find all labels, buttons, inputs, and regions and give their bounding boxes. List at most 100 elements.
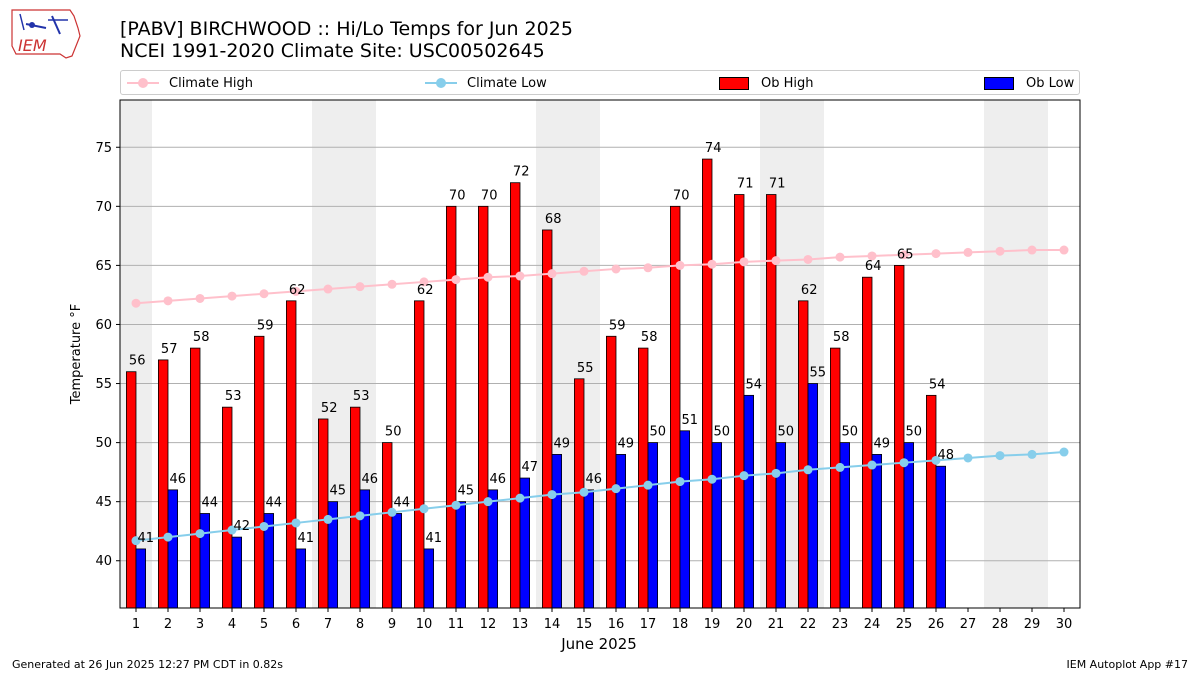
x-tick-label: 25 [896, 617, 913, 632]
climate-high-point [227, 291, 237, 301]
ob-low-bar [935, 465, 947, 609]
ob-low-bar [199, 513, 211, 609]
climate-low-point [419, 504, 429, 514]
x-tick-label: 20 [736, 617, 753, 632]
climate-high-point [131, 298, 141, 308]
climate-high-point [1059, 245, 1069, 255]
climate-low-legend-marker [421, 74, 461, 92]
ob-high-bar [734, 194, 745, 609]
ob-high-bar [349, 406, 361, 609]
climate-high-point [547, 269, 557, 279]
y-tick-label: 65 [95, 259, 112, 274]
climate-high-point [995, 246, 1005, 256]
ob-low-bar [295, 548, 307, 609]
ob-low-label: 55 [810, 366, 827, 381]
climate-high-point [835, 252, 845, 262]
legend-label-climate-high: Climate High [169, 75, 254, 91]
climate-low-point [227, 525, 237, 535]
ob-high-label: 54 [929, 377, 946, 392]
climate-high-point [867, 251, 877, 261]
ob-low-label: 46 [362, 472, 379, 487]
grid-lines [120, 146, 1080, 562]
climate-high-point [771, 256, 781, 266]
x-tick-label: 10 [416, 617, 433, 632]
ob-high-bar [798, 300, 809, 609]
ob-high-label: 62 [289, 283, 306, 298]
ob-low-label: 46 [586, 472, 603, 487]
y-tick-label: 45 [95, 495, 112, 510]
ob-high-label: 55 [577, 361, 594, 376]
climate-high-point [1027, 245, 1037, 255]
x-axis-label: June 2025 [560, 635, 637, 653]
climate-low-point [323, 514, 333, 524]
title-line-2: NCEI 1991-2020 Climate Site: USC00502645 [120, 40, 545, 62]
title-line-1: [PABV] BIRCHWOOD :: Hi/Lo Temps for Jun … [120, 18, 573, 40]
climate-low-point [355, 511, 365, 521]
ob-high-label: 58 [833, 330, 850, 345]
ob-high-label: 53 [225, 389, 242, 404]
ob-low-label: 50 [650, 425, 667, 440]
x-tick-label: 4 [228, 617, 236, 632]
ob-low-bar [871, 454, 883, 609]
y-tick-label: 55 [95, 377, 112, 392]
climate-high-point [419, 277, 429, 287]
x-tick-label: 30 [1056, 617, 1073, 632]
ob-low-label: 44 [266, 495, 283, 510]
ob-low-bar [711, 442, 723, 609]
ob-low-bar [743, 394, 755, 609]
ob-high-bar [157, 359, 169, 609]
bars [126, 158, 947, 609]
ob-low-bar [679, 430, 691, 609]
data-labels: 56 57 58 53 59 62 52 53 50 62 70 70 72 68 55 59 58 70 74 71… [129, 141, 954, 546]
ob-high-bar [509, 182, 521, 609]
ob-high-label: 70 [449, 188, 466, 203]
x-tick-label: 2 [164, 617, 172, 632]
x-tick-label: 21 [768, 617, 785, 632]
x-tick-label: 17 [640, 617, 657, 632]
ob-low-bar [455, 501, 467, 609]
ob-high-bar [413, 300, 425, 609]
ob-high-legend-swatch [715, 74, 755, 92]
climate-low-point [259, 521, 269, 531]
ob-high-label: 52 [321, 401, 338, 416]
ob-high-bar [253, 335, 265, 609]
ob-low-bar [167, 489, 179, 609]
climate-low-point [163, 532, 173, 542]
ob-low-bar [775, 442, 787, 609]
plot-frame [119, 99, 1081, 609]
climate-high-point [451, 275, 461, 285]
climate-low-point [1059, 447, 1069, 457]
legend-item-ob-low: Ob Low [980, 74, 1074, 92]
x-tick-label: 27 [960, 617, 977, 632]
climate-low-point [739, 471, 749, 481]
climate-high-point [643, 263, 653, 273]
climate-low-point [931, 455, 941, 465]
ob-high-bar [285, 300, 297, 609]
ob-high-bar [126, 371, 137, 609]
climate-low-point [771, 468, 781, 478]
climate-low-point [643, 480, 653, 490]
ob-low-label: 50 [778, 425, 795, 440]
ob-low-bar [487, 489, 499, 609]
x-tick-label: 26 [928, 617, 945, 632]
ob-high-label: 65 [897, 247, 914, 262]
ob-high-bar [477, 205, 489, 609]
climate-high-point [483, 272, 493, 282]
ob-low-label: 44 [394, 495, 411, 510]
ob-high-label: 71 [769, 177, 786, 192]
ob-low-label: 51 [682, 413, 699, 428]
ob-low-label: 41 [138, 531, 155, 546]
chart-legend: Climate High Climate Low Ob High Ob Low [120, 70, 1080, 95]
ob-high-label: 72 [513, 165, 530, 180]
ob-high-label: 62 [801, 283, 818, 298]
climate-low-point [803, 465, 813, 475]
climate-high-point [291, 286, 301, 296]
climate-low-point [451, 500, 461, 510]
y-tick-label: 75 [95, 141, 112, 156]
ob-high-label: 70 [481, 188, 498, 203]
climate-low-point [1027, 449, 1037, 459]
climate-low-point [963, 453, 973, 463]
ob-high-label: 68 [545, 212, 562, 227]
ob-low-label: 45 [330, 484, 347, 499]
ob-low-bar [647, 442, 659, 609]
